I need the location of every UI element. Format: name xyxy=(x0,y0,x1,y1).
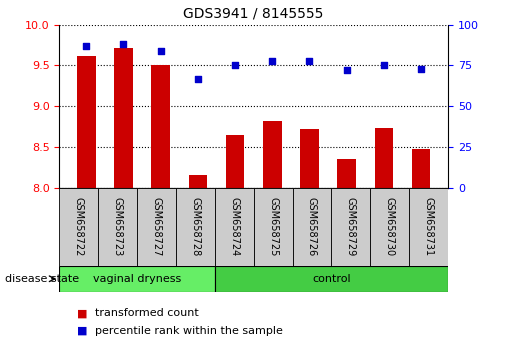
Point xyxy=(417,66,425,72)
Text: percentile rank within the sample: percentile rank within the sample xyxy=(95,326,283,336)
Bar xyxy=(412,149,431,188)
Text: GSM658730: GSM658730 xyxy=(385,197,394,256)
Text: transformed count: transformed count xyxy=(95,308,199,318)
Text: vaginal dryness: vaginal dryness xyxy=(93,274,181,284)
Bar xyxy=(188,175,207,188)
Bar xyxy=(59,266,215,292)
Bar xyxy=(293,188,332,266)
Text: disease state: disease state xyxy=(5,274,79,284)
Point xyxy=(268,58,277,63)
Text: ■: ■ xyxy=(77,326,88,336)
Point xyxy=(305,58,314,63)
Text: GSM658725: GSM658725 xyxy=(268,197,278,256)
Bar xyxy=(137,188,176,266)
Text: GSM658727: GSM658727 xyxy=(151,197,161,256)
Text: GSM658728: GSM658728 xyxy=(191,197,200,256)
Bar xyxy=(114,47,133,188)
Bar xyxy=(215,266,448,292)
Bar xyxy=(59,188,98,266)
Text: GSM658729: GSM658729 xyxy=(346,197,356,256)
Text: control: control xyxy=(312,274,351,284)
Bar xyxy=(374,128,393,188)
Text: GSM658724: GSM658724 xyxy=(229,197,239,256)
Text: GSM658722: GSM658722 xyxy=(74,197,83,256)
Bar xyxy=(151,65,170,188)
Text: GSM658731: GSM658731 xyxy=(424,197,434,256)
Bar xyxy=(253,188,293,266)
Bar xyxy=(332,188,370,266)
Text: GSM658723: GSM658723 xyxy=(113,197,123,256)
Point xyxy=(119,41,128,47)
Bar xyxy=(370,188,409,266)
Bar xyxy=(300,129,319,188)
Bar xyxy=(263,121,282,188)
Point xyxy=(231,63,239,68)
Bar xyxy=(409,188,448,266)
Point xyxy=(380,63,388,68)
Title: GDS3941 / 8145555: GDS3941 / 8145555 xyxy=(183,7,324,21)
Bar xyxy=(226,135,244,188)
Point xyxy=(157,48,165,54)
Bar xyxy=(98,188,137,266)
Point xyxy=(342,68,351,73)
Bar xyxy=(337,159,356,188)
Bar xyxy=(215,188,253,266)
Text: GSM658726: GSM658726 xyxy=(307,197,317,256)
Point xyxy=(82,43,90,49)
Text: ■: ■ xyxy=(77,308,88,318)
Bar xyxy=(77,56,95,188)
Point xyxy=(194,76,202,81)
Bar xyxy=(176,188,215,266)
